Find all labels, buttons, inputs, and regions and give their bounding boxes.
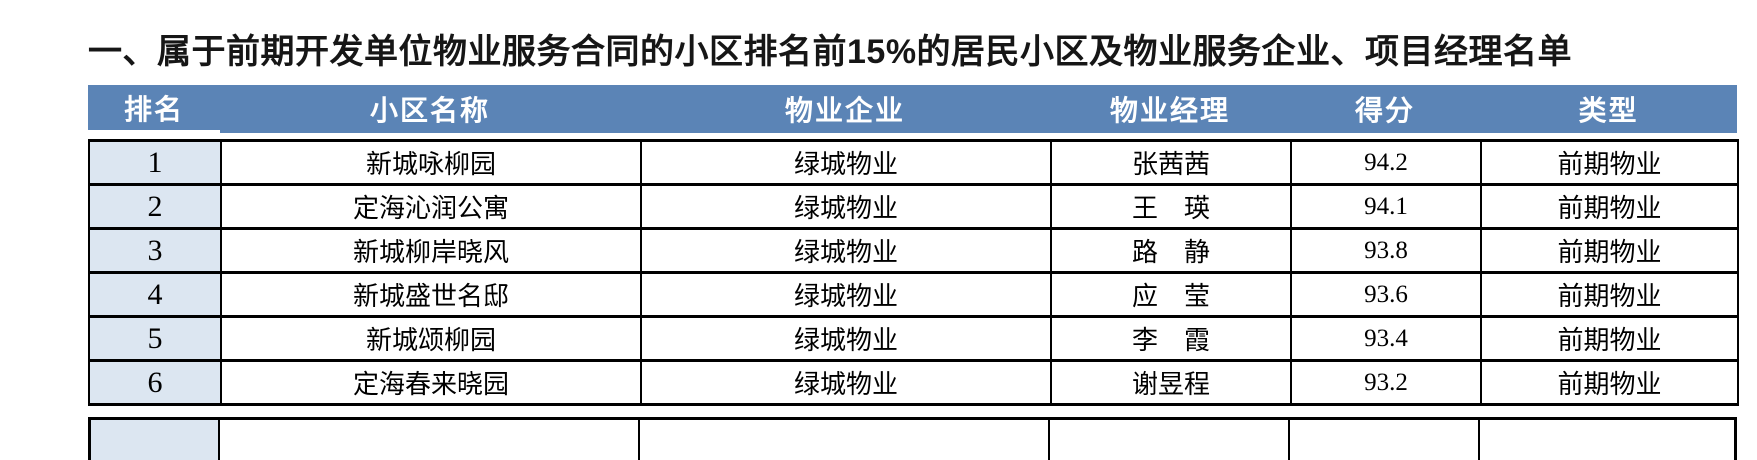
cell-community: 新城盛世名邸 bbox=[220, 271, 642, 318]
cell-rank: 4 bbox=[88, 271, 222, 318]
cell-rank: 1 bbox=[88, 139, 222, 186]
table-row: 2 定海沁润公寓 绿城物业王 瑛 94.1 前期物业 bbox=[88, 183, 1739, 230]
cell-community: 定海春来晓园 bbox=[220, 359, 642, 406]
cell-manager: 应 莹 bbox=[1050, 271, 1292, 318]
header-type: 类型 bbox=[1578, 95, 1639, 126]
table-row-partial bbox=[88, 417, 1737, 460]
partial-cell bbox=[640, 420, 1050, 460]
table-row: 6 定海春来晓园 绿城物业 谢昱程 93.2 前期物业 bbox=[88, 359, 1739, 406]
cell-type: 前期物业 bbox=[1480, 359, 1739, 406]
table-body: 1 新城咏柳园 绿城物业 张茜茜 94.2 前期物业 2 定海沁润公寓 绿城物业王 瑛 94.1 前… bbox=[88, 139, 1739, 406]
cell-company: 绿城物业 bbox=[640, 227, 1052, 274]
header-company: 物业企业 bbox=[784, 95, 905, 126]
header-rank: 排名 bbox=[88, 85, 220, 133]
table-row: 3 新城柳岸晓风 绿城物业路 静 93.8 前期物业 bbox=[88, 227, 1739, 274]
partial-cell bbox=[88, 420, 220, 460]
cell-type: 前期物业 bbox=[1480, 271, 1739, 318]
cell-manager: 王 瑛 bbox=[1050, 183, 1292, 230]
header-manager: 物业经理 bbox=[1109, 95, 1230, 126]
cell-score: 93.4 bbox=[1290, 315, 1482, 362]
partial-cell bbox=[1480, 420, 1737, 460]
cell-type: 前期物业 bbox=[1480, 183, 1739, 230]
cell-community: 新城咏柳园 bbox=[220, 139, 642, 186]
header-community: 小区名称 bbox=[369, 95, 490, 126]
cell-company: 绿城物业 bbox=[640, 315, 1052, 362]
header-score: 得分 bbox=[1354, 95, 1415, 126]
cell-community: 定海沁润公寓 bbox=[220, 183, 642, 230]
table-row: 1 新城咏柳园 绿城物业 张茜茜 94.2 前期物业 bbox=[88, 139, 1739, 186]
cell-score: 93.2 bbox=[1290, 359, 1482, 406]
partial-cell bbox=[1290, 420, 1480, 460]
cell-type: 前期物业 bbox=[1480, 139, 1739, 186]
cell-type: 前期物业 bbox=[1480, 227, 1739, 274]
cell-manager: 谢昱程 bbox=[1050, 359, 1292, 406]
cell-score: 94.2 bbox=[1290, 139, 1482, 186]
cell-rank: 5 bbox=[88, 315, 222, 362]
partial-cell bbox=[1050, 420, 1290, 460]
cell-rank: 6 bbox=[88, 359, 222, 406]
cell-type: 前期物业 bbox=[1480, 315, 1739, 362]
table-row: 4 新城盛世名邸 绿城物业应 莹 93.6 前期物业 bbox=[88, 271, 1739, 318]
cell-community: 新城颂柳园 bbox=[220, 315, 642, 362]
cell-company: 绿城物业 bbox=[640, 359, 1052, 406]
cell-score: 93.6 bbox=[1290, 271, 1482, 318]
cell-rank: 2 bbox=[88, 183, 222, 230]
cell-company: 绿城物业 bbox=[640, 139, 1052, 186]
table-header-row: 排名 小区名称 物业企业 物业经理 得分 类型 bbox=[88, 85, 1737, 133]
cell-company: 绿城物业 bbox=[640, 271, 1052, 318]
table-row: 5 新城颂柳园 绿城物业李 霞 93.4 前期物业 bbox=[88, 315, 1739, 362]
cell-company: 绿城物业 bbox=[640, 183, 1052, 230]
partial-cell bbox=[220, 420, 640, 460]
cell-community: 新城柳岸晓风 bbox=[220, 227, 642, 274]
page-title: 一、属于前期开发单位物业服务合同的小区排名前15%的居民小区及物业服务企业、项目… bbox=[88, 33, 1573, 71]
cell-manager: 张茜茜 bbox=[1050, 139, 1292, 186]
ranking-table: 1 新城咏柳园 绿城物业 张茜茜 94.2 前期物业 2 定海沁润公寓 绿城物业王 瑛 94.1 前… bbox=[88, 139, 1739, 406]
cell-manager: 李 霞 bbox=[1050, 315, 1292, 362]
cell-manager: 路 静 bbox=[1050, 227, 1292, 274]
cell-score: 94.1 bbox=[1290, 183, 1482, 230]
cell-score: 93.8 bbox=[1290, 227, 1482, 274]
cell-rank: 3 bbox=[88, 227, 222, 274]
